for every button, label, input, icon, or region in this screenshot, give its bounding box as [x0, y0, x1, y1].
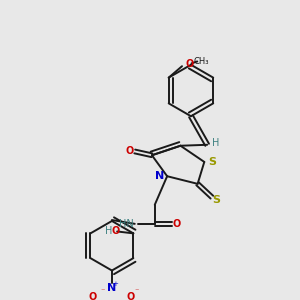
Text: ⁻: ⁻ [134, 286, 139, 295]
Text: O: O [126, 146, 134, 155]
Text: H: H [212, 138, 219, 148]
Text: O: O [186, 59, 194, 69]
Text: CH₃: CH₃ [194, 57, 209, 66]
Text: S: S [213, 195, 221, 205]
Text: O: O [111, 226, 119, 236]
Text: ⁻: ⁻ [100, 286, 105, 295]
Text: O: O [127, 292, 135, 300]
Text: +: + [113, 281, 118, 287]
Text: O: O [89, 292, 97, 300]
Text: O: O [172, 219, 181, 229]
Text: H: H [105, 226, 112, 236]
Text: N: N [107, 283, 116, 293]
Text: N: N [155, 171, 164, 181]
Text: S: S [208, 157, 216, 167]
Text: HN: HN [119, 219, 134, 229]
